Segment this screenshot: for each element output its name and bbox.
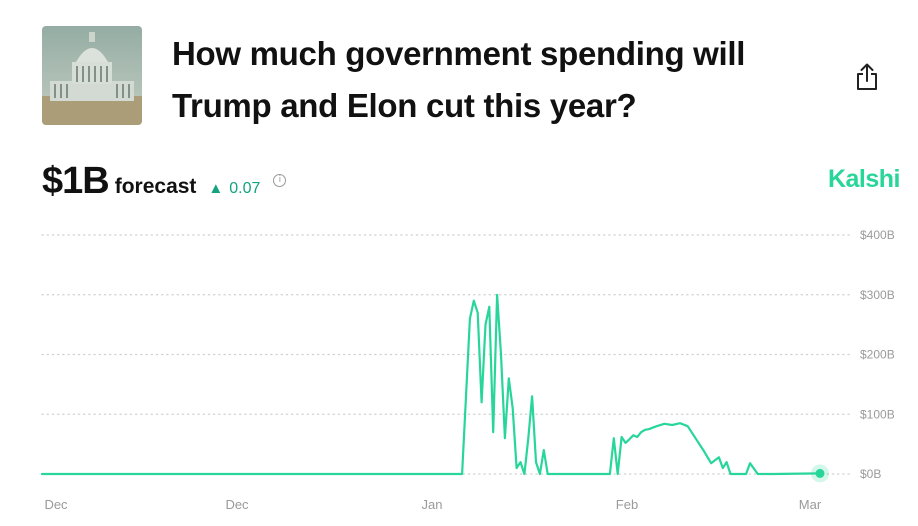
y-tick-label: $400B — [860, 228, 895, 242]
capitol-illustration — [42, 26, 142, 125]
page-title: How much government spending will Trump … — [172, 35, 746, 124]
y-tick-label: $0B — [860, 467, 881, 481]
end-marker — [815, 468, 825, 478]
x-tick-label: Mar — [799, 497, 822, 512]
forecast-delta: ▲ 0.07 — [208, 180, 260, 198]
brand-logo[interactable]: Kalshi — [827, 165, 901, 193]
x-tick-label: Jan — [422, 497, 443, 512]
y-tick-label: $200B — [860, 348, 895, 362]
info-icon[interactable]: i — [273, 173, 287, 187]
series-line — [40, 293, 822, 476]
x-tick-label: Dec — [44, 497, 68, 512]
capitol-building-image[interactable] — [42, 26, 142, 125]
share-button[interactable] — [855, 62, 879, 92]
forecast-delta-value: 0.07 — [229, 180, 261, 197]
forecast-summary: $1B forecast ▲ 0.07 i — [42, 160, 287, 202]
y-tick-label: $100B — [860, 407, 895, 421]
forecast-chart: $400B $300B $200B $100B $0B Dec Dec Jan Feb Mar — [40, 228, 895, 512]
triangle-up-icon: ▲ — [208, 180, 224, 197]
forecast-label: forecast — [114, 175, 197, 198]
x-tick-label: Dec — [225, 497, 249, 512]
share-icon — [857, 63, 877, 90]
x-tick-label: Feb — [616, 497, 638, 512]
forecast-value: $1B — [42, 160, 110, 202]
y-tick-label: $300B — [860, 288, 895, 302]
